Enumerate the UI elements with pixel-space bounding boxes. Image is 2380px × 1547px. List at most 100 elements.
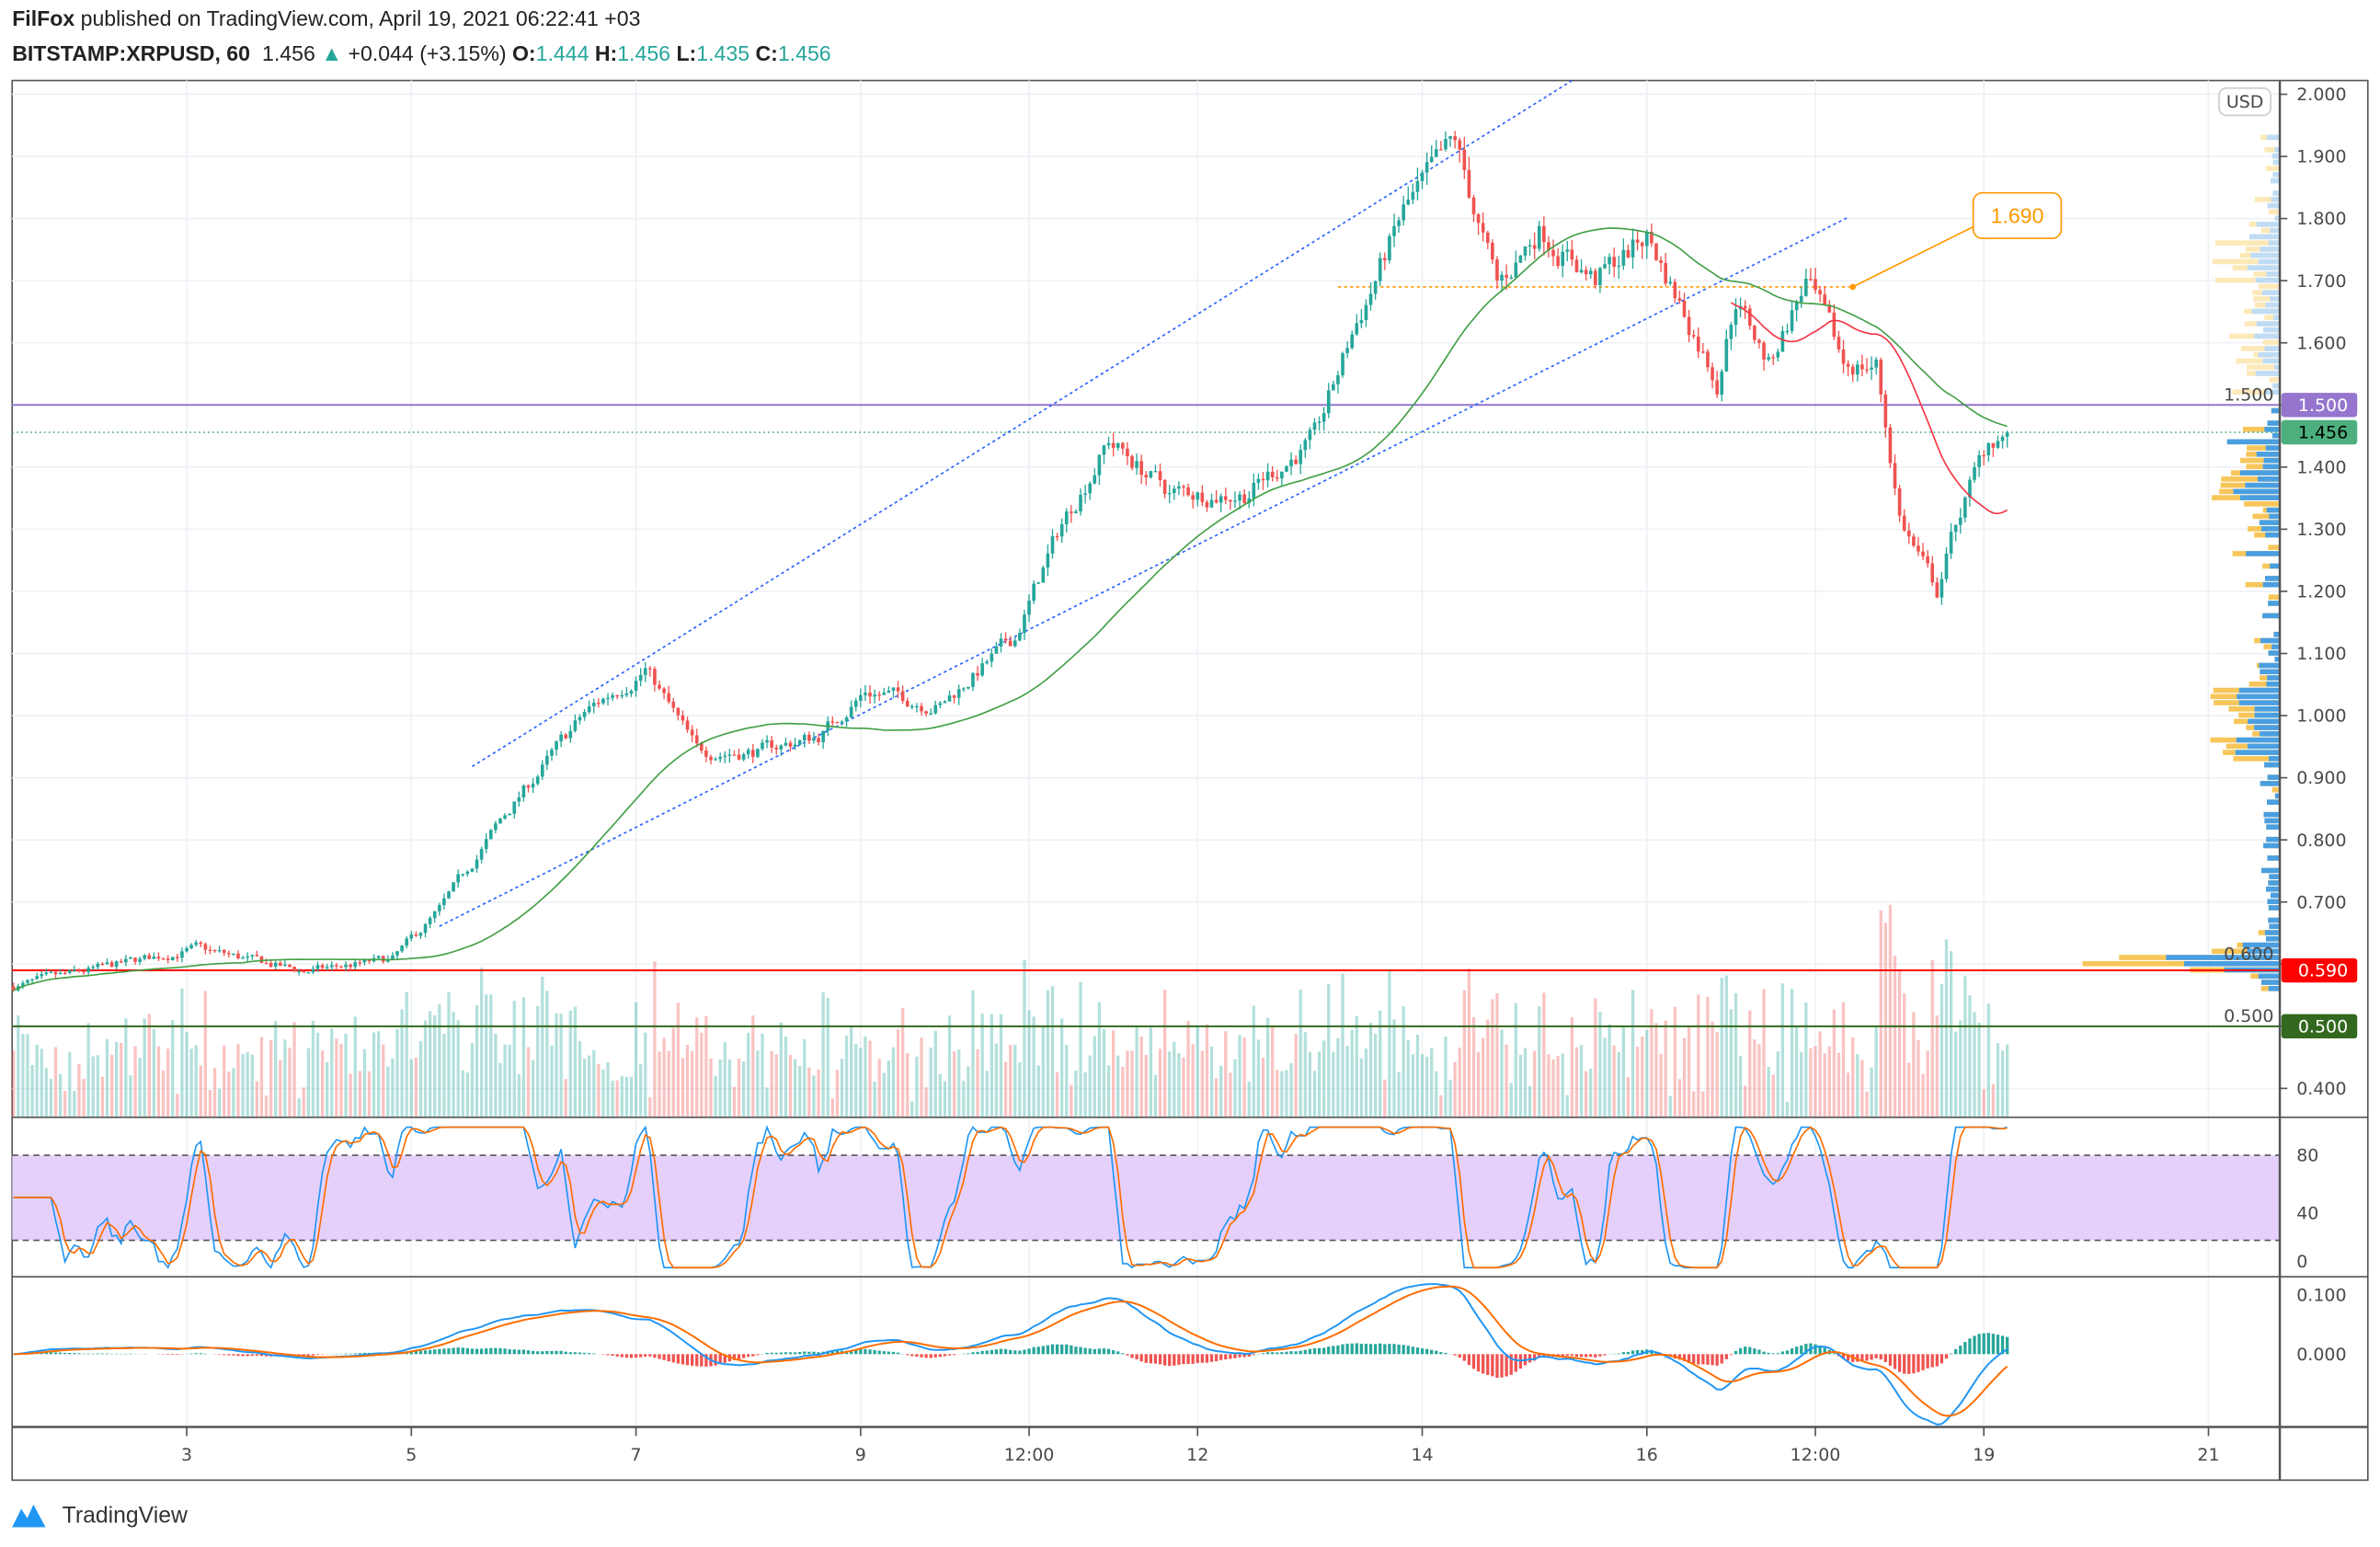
volume-profile-row: [2082, 960, 2281, 967]
candle: [1471, 197, 1476, 215]
macd-histogram-bar: [952, 1354, 956, 1356]
macd-histogram-bar: [1149, 1354, 1153, 1364]
volume-bar: [545, 991, 549, 1117]
macd-histogram-bar: [176, 1354, 179, 1356]
volume-profile-row: [2254, 197, 2281, 202]
macd-histogram-bar: [1949, 1353, 1953, 1355]
candle: [1238, 494, 1241, 501]
volume-bar: [1621, 1026, 1626, 1117]
macd-histogram-bar: [990, 1349, 993, 1355]
macd-histogram-bar: [1888, 1354, 1893, 1366]
volume-bar: [73, 1091, 76, 1117]
volume-bar: [1388, 970, 1391, 1117]
volume-bar: [1476, 1052, 1481, 1117]
candle: [714, 759, 717, 761]
macd-histogram-bar: [770, 1352, 773, 1355]
macd-histogram-bar: [1471, 1354, 1476, 1369]
volume-bar: [1903, 993, 1906, 1117]
volume-bar: [1650, 1009, 1653, 1117]
candle: [853, 700, 858, 707]
candle: [1870, 367, 1873, 370]
candle: [1332, 384, 1335, 391]
macd-histogram-bar: [1402, 1345, 1405, 1355]
close-label: C:: [755, 41, 777, 65]
macd-histogram-bar: [1074, 1346, 1078, 1355]
volume-bar: [438, 1004, 441, 1117]
volume-bar: [1518, 1054, 1523, 1117]
volume-bar: [1542, 992, 1546, 1117]
candle: [690, 729, 694, 736]
volume-bar: [854, 1044, 858, 1117]
volume-bar: [695, 1017, 699, 1117]
volume-bar: [952, 1051, 956, 1117]
candle: [812, 738, 816, 741]
macd-histogram-bar: [194, 1353, 198, 1355]
volume-profile-row: [2245, 581, 2281, 588]
candle: [990, 653, 994, 662]
candle: [1743, 305, 1747, 309]
volume-bar: [1229, 1072, 1232, 1117]
volume-profile-row: [2183, 960, 2281, 967]
candle: [1046, 553, 1050, 568]
tradingview-logo[interactable]: TradingView: [12, 1504, 188, 1529]
candle: [1275, 477, 1279, 479]
volume-bar: [1893, 956, 1897, 1117]
macd-histogram-bar: [943, 1354, 947, 1357]
macd-histogram-bar: [690, 1354, 694, 1366]
candle: [1528, 245, 1532, 246]
candle: [1402, 204, 1405, 221]
volume-bar: [667, 1050, 670, 1117]
macd-histogram-bar: [648, 1354, 652, 1357]
volume-profile-row: [2267, 899, 2281, 905]
author-name[interactable]: FilFox: [12, 6, 74, 30]
candle: [143, 955, 147, 959]
volume-profile-row: [2272, 383, 2281, 389]
volume-bar: [1364, 1048, 1368, 1117]
volume-bar: [1935, 1015, 1939, 1117]
volume-bar: [232, 1068, 235, 1117]
volume-profile-row: [2262, 358, 2281, 364]
candle: [1270, 471, 1275, 478]
candle: [606, 697, 610, 700]
candle: [470, 868, 475, 872]
candle: [432, 911, 437, 919]
volume-bar: [58, 1073, 63, 1117]
macd-histogram-bar: [971, 1352, 975, 1355]
candle: [1841, 349, 1846, 364]
volume-bar: [1762, 989, 1766, 1117]
macd-histogram-bar: [1903, 1354, 1906, 1374]
macd-histogram-bar: [1584, 1354, 1588, 1358]
moving-averages: [13, 227, 2008, 991]
volume-profile-row: [2235, 750, 2281, 755]
candle: [63, 972, 67, 975]
macd-histogram-bar: [541, 1351, 544, 1355]
volume-bar: [485, 994, 488, 1117]
volume-bar: [143, 1018, 146, 1117]
volume-profile-row: [2259, 520, 2281, 525]
volume-bar: [423, 1020, 428, 1117]
volume-bar: [1874, 1026, 1878, 1117]
macd-histogram-bar: [1430, 1349, 1434, 1355]
currency-button[interactable]: USD: [2218, 86, 2271, 117]
candle: [947, 695, 952, 702]
candle: [438, 905, 441, 911]
symbol-name[interactable]: BITSTAMP:XRPUSD, 60: [12, 41, 250, 65]
volume-bar: [704, 1015, 708, 1117]
volume-profile-row: [2247, 364, 2281, 371]
candle: [1256, 478, 1261, 483]
candle: [67, 969, 72, 973]
price-axis[interactable]: 2.000 1.900 1.800 1.700 1.600 1.500 1.400 1.300…: [2224, 85, 2358, 1099]
candle: [849, 706, 853, 717]
macd-histogram-bar: [1917, 1354, 1920, 1372]
candle: [756, 749, 760, 757]
candle: [1668, 281, 1673, 284]
publish-info: FilFox published on TradingView.com, Apr…: [12, 6, 640, 30]
candle: [226, 953, 231, 955]
candle: [1205, 501, 1209, 508]
volume-bar: [1444, 1037, 1447, 1117]
time-axis[interactable]: 3 5 7 9 12:00 12 14 16 12:00 19 21: [181, 1427, 2220, 1465]
price-callout[interactable]: 1.690: [1972, 191, 2063, 240]
candle: [1429, 156, 1434, 163]
candle: [1121, 442, 1125, 449]
